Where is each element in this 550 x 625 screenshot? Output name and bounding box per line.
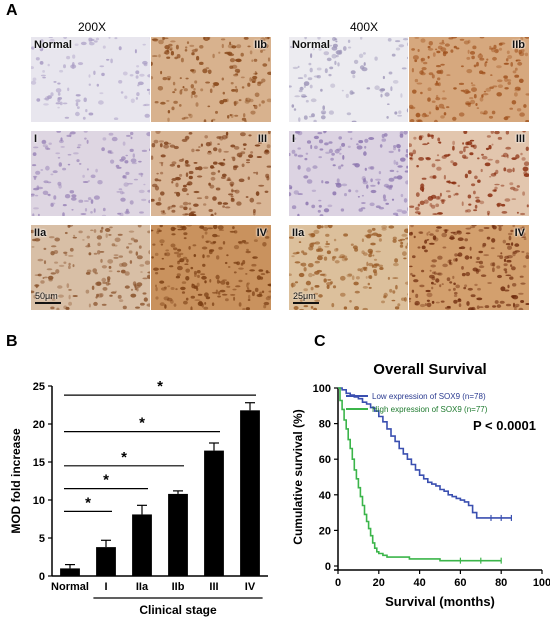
y-tick-label: 15	[33, 457, 45, 469]
y-tick-label: 10	[33, 495, 45, 507]
bar-IV	[240, 410, 260, 576]
y-tick-label: 25	[33, 381, 45, 393]
y-tick-label: 40	[319, 490, 331, 502]
significance-star: *	[157, 378, 163, 395]
stage-label: III	[257, 133, 267, 145]
stage-label: IIa	[34, 227, 47, 239]
x-tick-label: Normal	[51, 581, 89, 593]
x-tick-label: IV	[245, 581, 256, 593]
x-tick-label: IIb	[172, 581, 185, 593]
x-tick-label: 80	[495, 577, 507, 589]
histology-image-right-2: I	[288, 130, 410, 217]
significance-star: *	[85, 494, 91, 511]
survival-curve-1	[338, 387, 502, 562]
histology-image-left-4: IIa 50μm	[30, 224, 152, 311]
stage-label: Normal	[292, 39, 330, 51]
y-tick-label: 80	[319, 419, 331, 431]
stage-label: IIa	[292, 227, 305, 239]
histology-image-right-0: Normal	[288, 36, 410, 123]
survival-chart: C Overall Survival 0 20 40 60 80 100 0 20 40 60 80 10…	[291, 333, 550, 609]
bar-Normal	[60, 568, 80, 576]
y-tick-label: 20	[33, 419, 45, 431]
x-tick-label: 60	[454, 577, 466, 589]
histology-image-left-5: IV	[150, 224, 272, 311]
significance-star: *	[139, 415, 145, 432]
stage-label: Normal	[34, 39, 72, 51]
histology-image-right-3: III	[408, 130, 530, 217]
y-axis-label: MOD fold increase	[9, 428, 23, 534]
stage-label: IV	[514, 227, 525, 239]
histology-image-right-5: IV	[408, 224, 530, 311]
x-tick-label: 100	[533, 577, 550, 589]
chart-title: Overall Survival	[373, 361, 486, 378]
bar-IIb	[168, 493, 188, 576]
magnification-200x: 200X	[78, 20, 107, 34]
bar-chart-mod: B 0 5 10 15 20 25 MOD fold increase Normal I IIa II…	[6, 333, 268, 617]
legend-label: High expression of SOX9 (n=77)	[372, 405, 488, 414]
significance-star: *	[103, 472, 109, 489]
x-tick-label: 40	[413, 577, 425, 589]
y-tick-label: 5	[39, 533, 45, 545]
panel-c-letter: C	[314, 333, 326, 350]
bar-IIa	[132, 514, 152, 576]
significance-star: *	[121, 449, 127, 466]
y-axis-label: Cumulative survival (%)	[291, 409, 305, 544]
y-tick-label: 0	[39, 571, 45, 583]
histology-image-left-3: III	[150, 130, 272, 217]
x-tick-label: III	[209, 581, 218, 593]
histology-image-right-1: IIb	[408, 36, 530, 123]
stage-label: I	[34, 133, 38, 145]
x-axis-label: Clinical stage	[139, 603, 217, 617]
histology-image-right-4: IIa 25μm	[288, 224, 410, 311]
bar-I	[96, 547, 116, 576]
y-tick-label: 0	[325, 561, 331, 573]
stage-label: I	[292, 133, 296, 145]
y-tick-label: 60	[319, 454, 331, 466]
legend-label: Low expression of SOX9 (n=78)	[372, 392, 486, 401]
magnification-400x: 400X	[350, 20, 379, 34]
x-axis-label: Survival (months)	[385, 594, 495, 609]
survival-curve-0	[338, 387, 512, 519]
y-tick-label: 100	[313, 383, 331, 395]
x-tick-label: 0	[335, 577, 341, 589]
x-tick-label: 20	[373, 577, 385, 589]
x-tick-label: IIa	[136, 581, 149, 593]
x-tick-label: I	[104, 581, 107, 593]
stage-label: IIb	[254, 39, 267, 51]
bar-III	[204, 450, 224, 576]
panel-a-letter: A	[6, 2, 18, 19]
stage-label: IV	[256, 227, 267, 239]
scale-bar: 50μm	[35, 291, 61, 304]
panel-b-letter: B	[6, 333, 18, 350]
y-tick-label: 20	[319, 525, 331, 537]
histology-image-left-1: IIb	[150, 36, 272, 123]
p-value-annotation: P < 0.0001	[473, 418, 536, 433]
stage-label: IIb	[512, 39, 525, 51]
scale-bar: 25μm	[293, 291, 319, 304]
histology-image-left-2: I	[30, 130, 152, 217]
stage-label: III	[515, 133, 525, 145]
histology-image-left-0: Normal	[30, 36, 152, 123]
